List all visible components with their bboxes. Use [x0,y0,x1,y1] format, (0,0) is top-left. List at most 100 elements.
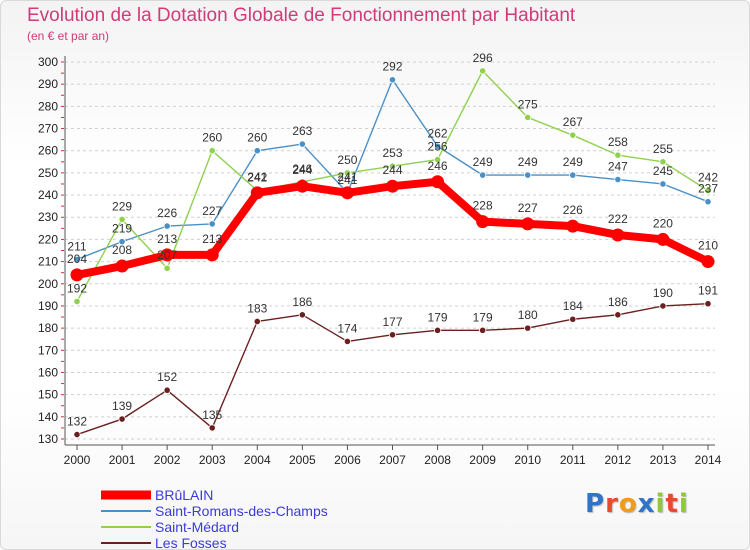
data-label: 222 [608,212,628,226]
data-label: 260 [202,131,222,145]
legend-item: Les Fosses [101,535,401,550]
y-tick-label: 130 [38,432,58,446]
y-tick-label: 280 [38,99,58,113]
data-point [569,131,577,139]
data-label: 263 [292,124,312,138]
legend-label: BRûLAIN [155,487,214,503]
y-tick-label: 300 [38,55,58,69]
data-label: 132 [67,415,87,429]
x-tick-label: 2010 [514,453,541,467]
x-tick-label: 2000 [64,453,91,467]
legend-swatch [101,490,151,500]
data-point [253,147,261,155]
logo-letter: t [665,489,679,519]
x-tick-label: 2008 [424,453,451,467]
chart-title: Evolution de la Dotation Globale de Fonc… [27,5,576,26]
data-point [614,175,622,184]
x-tick-label: 2012 [605,453,632,467]
data-point [118,415,126,423]
legend-item: Saint-Médard [101,519,401,535]
legend-swatch [101,510,151,512]
legend-label: Les Fosses [155,535,227,550]
data-label: 247 [608,160,628,174]
axes: 130 140 150 160 170 180 190 200 210 220 230 240 250 2… [38,55,722,467]
y-tick-label: 290 [38,77,58,91]
data-point [433,142,442,150]
data-label: 241 [337,170,357,184]
data-label: 249 [563,155,583,169]
data-label: 213 [157,232,177,246]
legend-label: Saint-Médard [155,519,240,535]
data-point [659,158,667,166]
data-point [569,171,577,179]
data-point [163,264,171,272]
data-point [479,326,487,334]
y-tick-label: 270 [38,122,58,136]
data-point [208,424,216,432]
y-tick-label: 180 [38,321,58,335]
data-label: 228 [473,199,493,213]
data-label: 249 [473,155,493,169]
data-label: 242 [247,171,267,185]
data-point [298,311,306,319]
y-tick-label: 210 [38,255,58,269]
data-point [253,317,261,326]
data-label: 177 [382,315,402,329]
data-label: 244 [382,163,402,177]
series-points [70,67,715,439]
logo-letter: P [585,489,606,519]
y-tick-label: 200 [38,277,58,291]
data-label: 250 [337,153,357,167]
data-point [118,238,126,246]
legend-swatch [101,526,151,528]
data-point [659,302,667,310]
data-label: 152 [157,370,177,384]
data-point [298,140,306,148]
x-tick-label: 2003 [199,453,226,467]
x-tick-label: 2002 [154,453,181,467]
chart-subtitle: (en € et par an) [27,29,110,43]
data-label: 184 [563,299,583,313]
y-tick-label: 150 [38,388,58,402]
data-point [118,215,126,224]
data-label: 226 [157,206,177,220]
data-point [386,179,399,193]
data-label: 229 [112,199,132,213]
data-point [388,76,397,84]
legend: BRûLAIN Saint-Romans-des-Champs Saint-Méda… [101,487,401,550]
data-point [433,155,442,164]
data-label: 227 [202,204,222,218]
data-point [614,151,622,159]
data-point [566,219,580,233]
data-label: 186 [608,295,628,309]
data-point [521,217,535,231]
data-label: 275 [518,97,538,111]
data-label: 262 [428,126,448,140]
x-tick-label: 2005 [289,453,316,467]
data-point [115,259,129,273]
data-label: 213 [202,232,222,246]
data-label: 192 [67,282,87,296]
data-point [205,248,219,262]
x-tick-label: 2004 [244,453,271,467]
data-point [70,268,84,282]
data-point [208,220,216,228]
x-tick-label: 2001 [109,453,136,467]
data-label: 191 [698,284,718,298]
data-label: 219 [112,222,132,236]
data-label: 204 [67,252,87,266]
data-label: 246 [292,162,312,176]
data-label: 242 [698,171,718,185]
data-label: 210 [698,239,718,253]
data-label: 249 [518,155,538,169]
data-point [73,297,81,306]
data-label: 190 [653,286,673,300]
logo-letter: x [637,489,656,519]
data-point [163,386,171,394]
y-tick-label: 220 [38,232,58,246]
data-label: 241 [337,173,357,187]
legend-swatch [101,542,151,544]
x-tick-label: 2009 [469,453,496,467]
y-tick-label: 190 [38,299,58,313]
data-label: 179 [428,310,448,324]
